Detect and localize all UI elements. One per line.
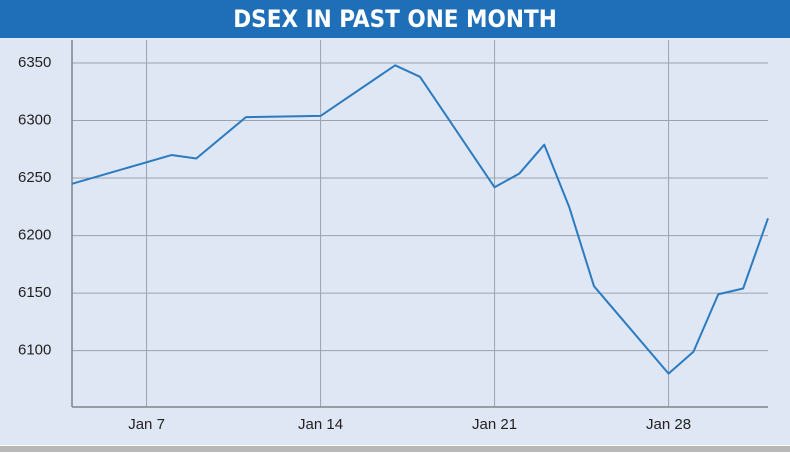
- y-tick-label: 6200: [18, 227, 51, 244]
- y-tick-label: 6250: [18, 169, 51, 186]
- y-tick-label: 6150: [18, 284, 51, 301]
- x-tick-label: Jan 28: [646, 416, 691, 433]
- y-tick-label: 6350: [18, 54, 51, 71]
- title-bar: [0, 0, 790, 38]
- panel: [0, 0, 790, 445]
- x-tick-label: Jan 21: [472, 416, 517, 433]
- y-tick-label: 6300: [18, 112, 51, 129]
- data-line: [71, 64, 769, 375]
- y-tick-label: 6100: [18, 342, 51, 359]
- x-tick-label: Jan 7: [128, 416, 165, 433]
- x-tick-label: Jan 14: [298, 416, 343, 433]
- plot: 6100 6150 6200 6250 6300 6350 Jan 7 Jan 14 Jan 2…: [18, 40, 769, 433]
- chart-title: DSEX IN PAST ONE MONTH: [233, 5, 557, 33]
- bottom-strip: [0, 446, 790, 452]
